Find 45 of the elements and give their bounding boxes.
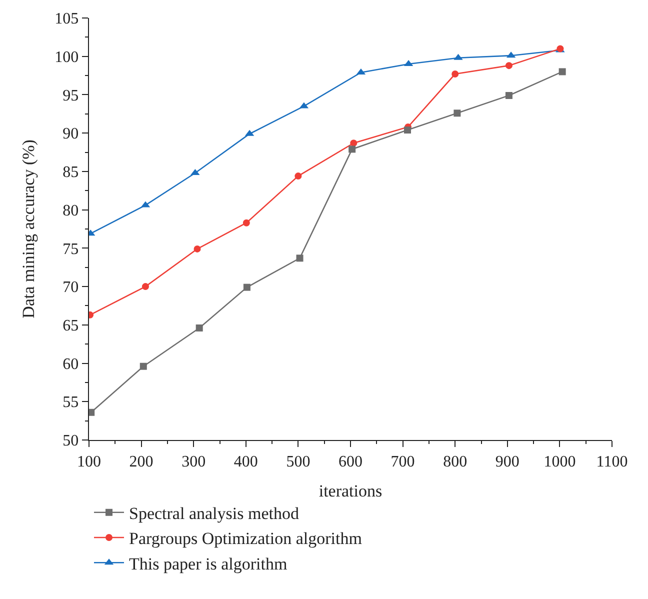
point bbox=[348, 146, 356, 153]
point bbox=[243, 284, 250, 291]
point bbox=[505, 92, 512, 99]
point bbox=[505, 62, 512, 70]
x-tick-label: 500 bbox=[286, 453, 310, 470]
point bbox=[140, 362, 147, 370]
y-tick-label: 85 bbox=[62, 164, 79, 182]
x-tick-label: 400 bbox=[234, 453, 258, 470]
x-tick-label: 800 bbox=[443, 453, 468, 470]
point bbox=[196, 324, 203, 332]
point bbox=[350, 140, 358, 147]
y-tick-label: 90 bbox=[62, 126, 79, 143]
point bbox=[89, 408, 95, 416]
point bbox=[194, 245, 201, 252]
point bbox=[454, 110, 461, 117]
legend-label: Pargroups Optimization algorithm bbox=[129, 529, 362, 548]
y-tick-label: 70 bbox=[62, 279, 79, 296]
y-tick-label: 105 bbox=[54, 10, 79, 28]
y-tick-label: 95 bbox=[62, 87, 79, 104]
x-tick-label: 900 bbox=[495, 453, 520, 470]
x-axis-title: iterations bbox=[318, 482, 382, 501]
point bbox=[558, 68, 566, 76]
y-tick-label: 80 bbox=[62, 202, 79, 220]
x-tick-label: 300 bbox=[182, 453, 206, 470]
point bbox=[296, 254, 304, 262]
point bbox=[294, 172, 302, 180]
x-tick-label: 1100 bbox=[596, 453, 628, 470]
x-tick-label: 100 bbox=[77, 453, 101, 470]
y-tick-label: 55 bbox=[62, 394, 79, 412]
y-tick-label: 60 bbox=[62, 356, 79, 373]
x-tick-label: 200 bbox=[129, 453, 154, 470]
x-tick-label: 600 bbox=[338, 453, 362, 470]
y-tick-label: 100 bbox=[54, 48, 79, 66]
legend-label: Spectral analysis method bbox=[129, 504, 300, 524]
legend-label: This paper is algorithm bbox=[129, 554, 288, 574]
point bbox=[142, 283, 149, 290]
point bbox=[404, 126, 412, 134]
y-axis-title: Data mining accuracy (%) bbox=[19, 140, 38, 318]
y-tick-label: 75 bbox=[62, 240, 79, 258]
x-tick-label: 700 bbox=[390, 453, 415, 470]
y-tick-label: 50 bbox=[62, 432, 79, 450]
x-tick-label: 1000 bbox=[544, 453, 576, 470]
point bbox=[242, 219, 250, 226]
point bbox=[452, 70, 459, 78]
y-tick-label: 65 bbox=[62, 318, 79, 335]
